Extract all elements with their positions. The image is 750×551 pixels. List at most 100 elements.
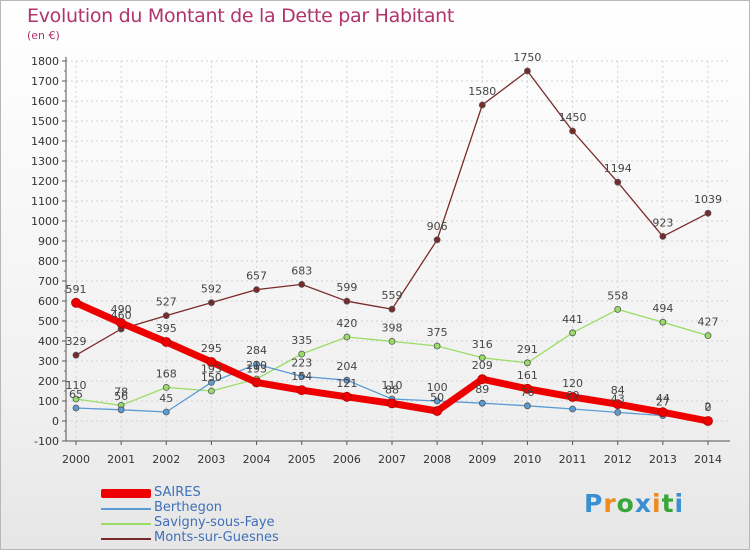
legend-swatch	[101, 538, 151, 540]
data-point	[343, 297, 351, 305]
data-point	[659, 318, 667, 326]
data-point	[478, 354, 486, 362]
logo-letter: r	[603, 489, 617, 518]
data-label: 599	[336, 281, 357, 294]
y-tick-label: -100	[34, 435, 59, 448]
data-label: 558	[607, 289, 628, 302]
y-tick-label: 700	[38, 275, 59, 288]
data-point	[117, 406, 125, 414]
y-tick-label: 200	[38, 375, 59, 388]
data-label: 494	[652, 302, 673, 315]
data-label: 193	[201, 362, 222, 375]
y-tick-label: 900	[38, 235, 59, 248]
y-tick-label: 1800	[31, 55, 59, 68]
logo-letter: i	[652, 489, 662, 518]
data-point	[659, 232, 667, 240]
y-tick-label: 300	[38, 355, 59, 368]
data-label: 44	[656, 392, 670, 405]
x-tick-label: 2007	[378, 453, 406, 466]
data-point	[253, 286, 260, 294]
data-label: 204	[336, 360, 357, 373]
data-label: 375	[427, 326, 448, 339]
data-label: 161	[517, 369, 538, 382]
data-label: 398	[382, 321, 403, 334]
data-label: 0	[705, 401, 712, 414]
x-tick-label: 2014	[694, 453, 722, 466]
data-label: 65	[69, 388, 83, 401]
data-point	[704, 332, 712, 340]
x-tick-label: 2003	[197, 453, 225, 466]
data-point	[524, 67, 531, 75]
data-point	[162, 383, 170, 391]
data-label: 1450	[559, 111, 587, 124]
data-label: 223	[291, 356, 312, 369]
data-label: 923	[652, 216, 673, 229]
data-point	[478, 101, 486, 109]
data-point	[71, 297, 81, 308]
x-tick-label: 2000	[62, 453, 90, 466]
logo-letter: t	[661, 489, 675, 518]
y-tick-label: 500	[38, 315, 59, 328]
data-point	[208, 387, 215, 395]
data-label: 591	[66, 283, 87, 296]
data-point	[704, 209, 712, 217]
data-point	[298, 280, 306, 288]
data-point	[116, 318, 127, 328]
data-point	[433, 236, 441, 244]
data-label: 45	[159, 392, 173, 405]
y-tick-label: 1600	[31, 95, 59, 108]
data-label: 150	[201, 371, 222, 384]
legend-label: Monts-sur-Guesnes	[154, 530, 279, 545]
data-label: 460	[111, 309, 132, 322]
data-label: 559	[382, 289, 403, 302]
data-point	[341, 391, 352, 402]
data-point	[388, 337, 396, 345]
data-label: 1039	[694, 193, 722, 206]
data-label: 329	[66, 335, 87, 348]
logo-letter: i	[674, 489, 685, 518]
data-point	[432, 406, 443, 416]
data-label: 291	[517, 343, 538, 356]
y-tick-label: 400	[38, 335, 59, 348]
data-point	[72, 351, 80, 359]
y-tick-label: 1200	[31, 175, 59, 188]
data-point	[524, 402, 531, 410]
data-label: 527	[156, 296, 177, 309]
data-label: 121	[336, 377, 357, 390]
legend-swatch	[101, 508, 151, 510]
data-label: 427	[698, 316, 719, 329]
data-point	[161, 337, 172, 347]
data-point	[614, 305, 622, 313]
data-point	[208, 378, 215, 386]
data-point	[433, 397, 441, 405]
x-tick-label: 2011	[559, 453, 587, 466]
chart-title: Evolution du Montant de la Dette par Hab…	[27, 5, 455, 27]
x-tick-label: 2004	[243, 453, 271, 466]
y-tick-label: 1100	[31, 195, 59, 208]
data-label: 420	[336, 317, 357, 330]
data-point	[388, 305, 396, 313]
data-point	[72, 404, 80, 412]
y-tick-label: 1300	[31, 155, 59, 168]
x-tick-label: 2009	[468, 453, 496, 466]
data-point	[72, 395, 80, 403]
data-label: 89	[475, 383, 489, 396]
data-point	[298, 372, 306, 380]
data-point	[614, 178, 622, 186]
data-label: 88	[385, 383, 399, 396]
data-point	[478, 399, 486, 407]
data-point	[567, 392, 578, 402]
data-point	[569, 405, 576, 413]
x-tick-label: 2013	[649, 453, 677, 466]
chart-subtitle: (en €)	[27, 29, 60, 42]
data-point	[433, 342, 441, 350]
data-point	[208, 299, 215, 307]
data-point	[569, 127, 576, 135]
data-label: 120	[562, 377, 583, 390]
data-label: 27	[656, 396, 670, 409]
data-label: 210	[246, 359, 267, 372]
data-label: 295	[201, 342, 222, 355]
data-label: 56	[114, 390, 128, 403]
data-label: 193	[246, 362, 267, 375]
y-tick-label: 100	[38, 395, 59, 408]
